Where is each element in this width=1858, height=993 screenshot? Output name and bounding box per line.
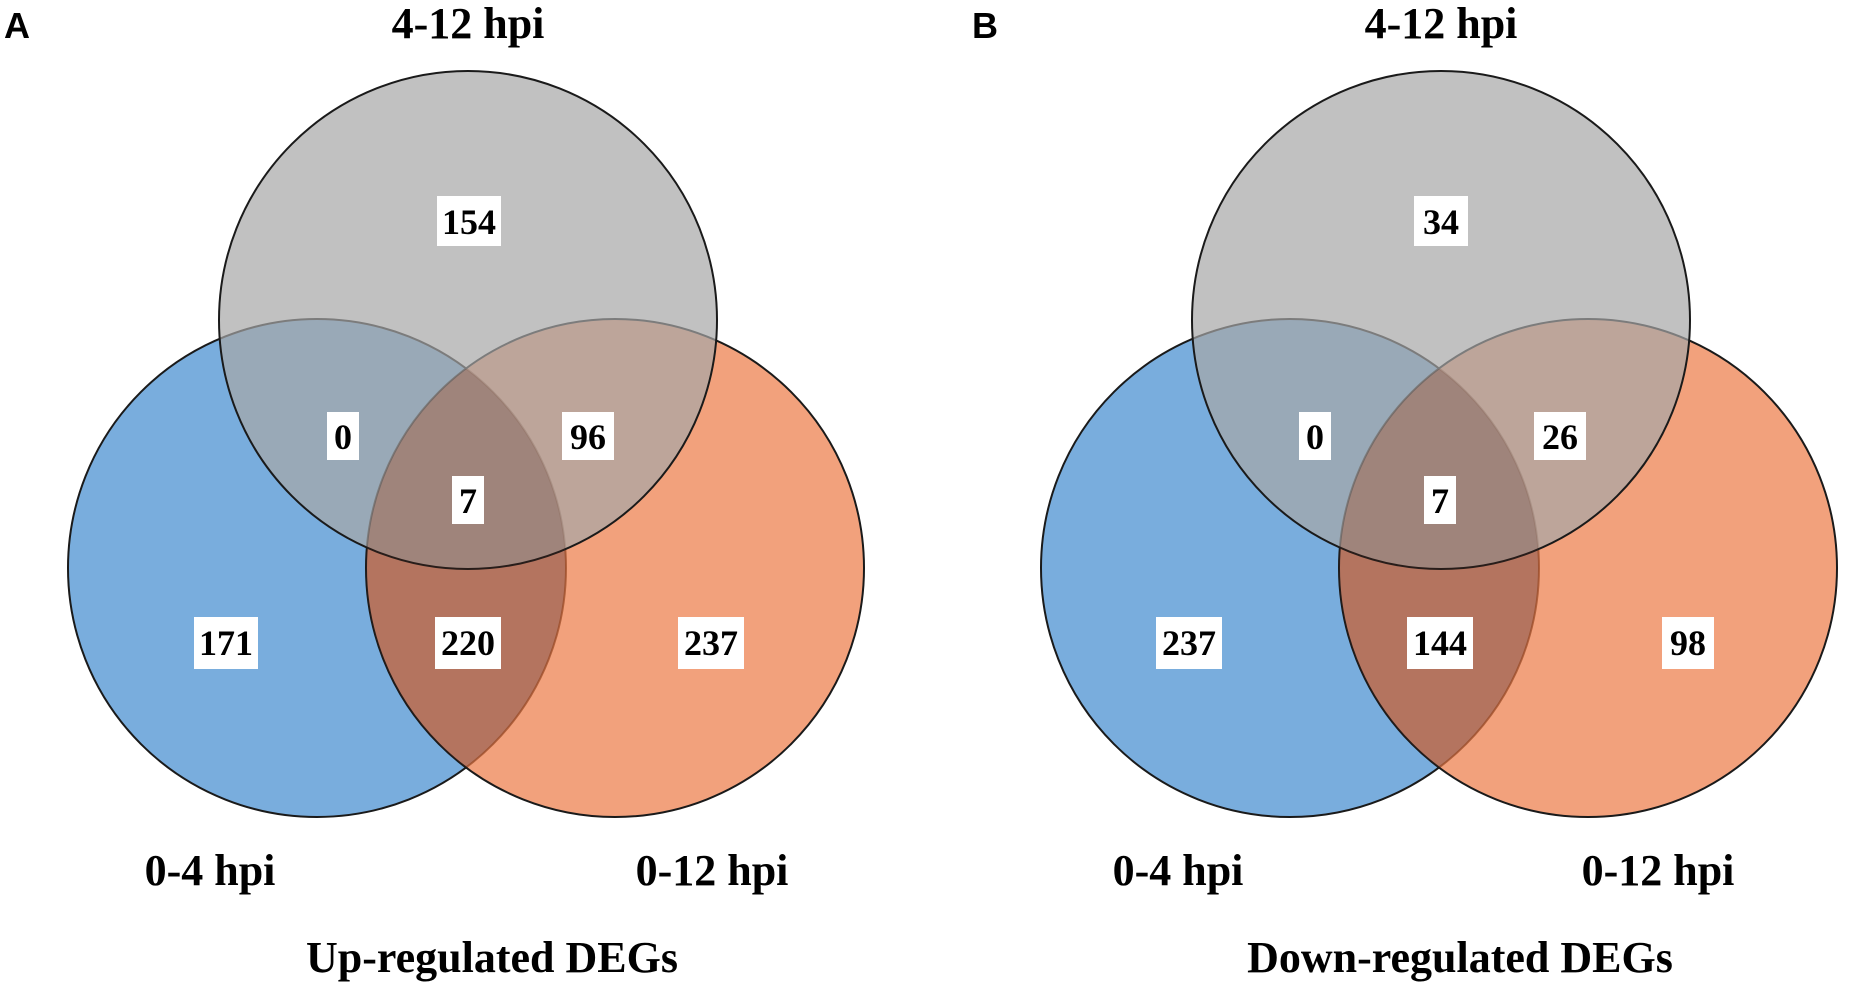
panel-a-label-4-12-hpi: 4-12 hpi xyxy=(392,0,545,48)
panel-b-letter: B xyxy=(972,5,998,46)
panel-b-label-0-12-hpi: 0-12 hpi xyxy=(1582,846,1735,895)
panel-b-count-only-4-12: 34 xyxy=(1414,196,1468,246)
panel-a-overlap-shade xyxy=(366,319,566,817)
count-label: 237 xyxy=(1162,623,1216,663)
count-label: 26 xyxy=(1542,417,1578,457)
panel-b-count-left-right: 144 xyxy=(1407,617,1473,669)
panel-a-count-left-right: 220 xyxy=(435,617,501,669)
count-label: 237 xyxy=(684,623,738,663)
count-label: 7 xyxy=(1431,481,1449,521)
panel-a: A 4-12 hpi 0-4 hpi 0-12 hpi 154 0 96 7 1… xyxy=(4,0,865,982)
count-label: 144 xyxy=(1413,623,1467,663)
panel-b-label-0-4-hpi: 0-4 hpi xyxy=(1113,846,1244,895)
count-label: 171 xyxy=(199,623,253,663)
panel-a-label-0-12-hpi: 0-12 hpi xyxy=(636,846,789,895)
panel-a-label-0-4-hpi: 0-4 hpi xyxy=(145,846,276,895)
count-label: 7 xyxy=(459,481,477,521)
panel-a-count-only-4-12: 154 xyxy=(437,196,501,246)
panel-b-count-all-three: 7 xyxy=(1424,476,1456,524)
count-label: 0 xyxy=(334,417,352,457)
panel-a-count-only-0-4: 171 xyxy=(194,617,258,669)
panel-b-count-left-top: 0 xyxy=(1299,412,1331,460)
count-label: 96 xyxy=(570,417,606,457)
panel-b-caption: Down-regulated DEGs xyxy=(1247,933,1673,982)
panel-b-overlap-shade xyxy=(1339,319,1539,817)
count-label: 0 xyxy=(1306,417,1324,457)
panel-b: B 4-12 hpi 0-4 hpi 0-12 hpi 34 0 26 7 23… xyxy=(972,0,1838,982)
panel-a-count-top-right: 96 xyxy=(562,412,614,460)
count-label: 154 xyxy=(442,202,496,242)
panel-b-count-only-0-12: 98 xyxy=(1662,617,1714,669)
panel-a-count-left-top: 0 xyxy=(327,412,359,460)
panel-a-letter: A xyxy=(4,5,30,46)
count-label: 220 xyxy=(441,623,495,663)
panel-b-label-4-12-hpi: 4-12 hpi xyxy=(1365,0,1518,48)
panel-a-caption: Up-regulated DEGs xyxy=(306,933,678,982)
panel-b-count-only-0-4: 237 xyxy=(1156,617,1222,669)
panel-b-count-top-right: 26 xyxy=(1534,412,1586,460)
panel-a-count-only-0-12: 237 xyxy=(678,617,744,669)
count-label: 98 xyxy=(1670,623,1706,663)
panel-a-count-all-three: 7 xyxy=(452,476,484,524)
count-label: 34 xyxy=(1423,202,1459,242)
